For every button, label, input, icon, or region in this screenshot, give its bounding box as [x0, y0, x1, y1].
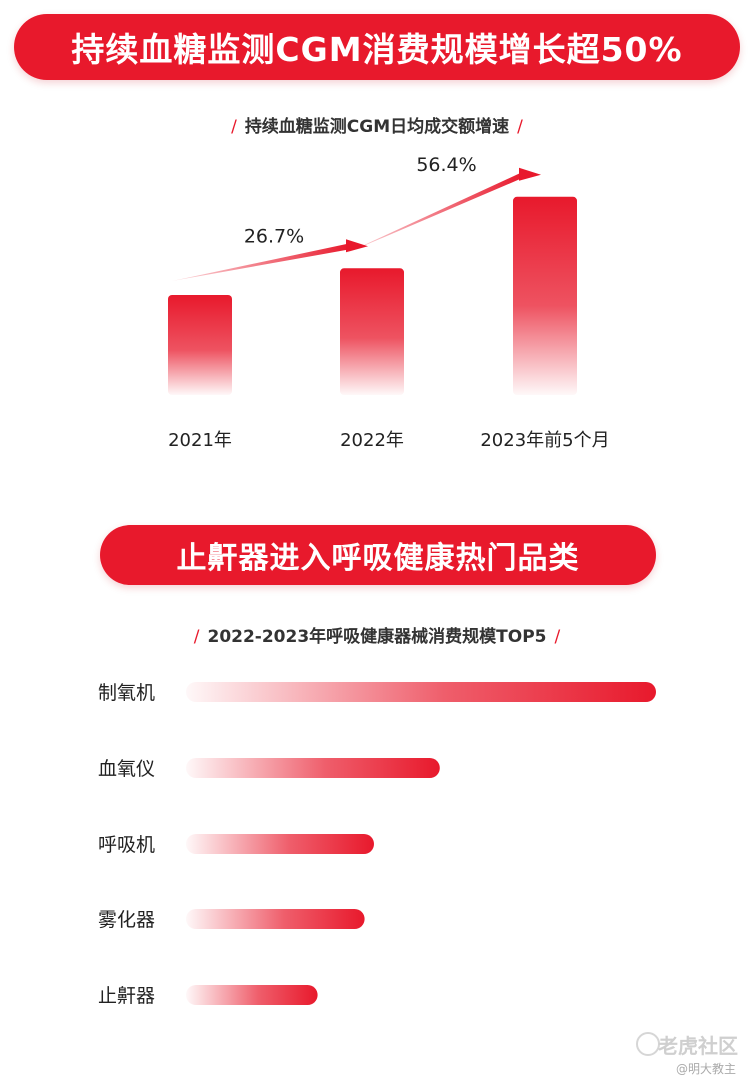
growth-label-0: 26.7%	[244, 225, 304, 247]
category-label-2: 呼吸机	[98, 834, 155, 856]
x-tick-label-1: 2022年	[340, 430, 404, 451]
growth-arrow-0	[172, 239, 368, 281]
growth-arrow-1	[344, 167, 541, 255]
watermark-author: @明大教主	[675, 1062, 736, 1076]
hbar-0	[186, 682, 656, 702]
hbar-1	[186, 758, 440, 778]
banner-title: 持续血糖监测CGM消费规模增长超50%	[71, 30, 683, 69]
bar-1	[340, 268, 404, 395]
growth-label-1: 56.4%	[416, 154, 476, 176]
category-label-4: 止鼾器	[98, 985, 155, 1007]
category-label-0: 制氧机	[98, 682, 155, 704]
growth-bar-chart: 2021年 2022年 2023年前5个月 26.7% 56.4%	[168, 154, 610, 451]
slash-decor-right-2: /	[554, 627, 561, 647]
chart-2-subtitle: / 2022-2023年呼吸健康器械消费规模TOP5 /	[0, 622, 754, 647]
category-label-1: 血氧仪	[98, 758, 155, 780]
x-tick-label-0: 2021年	[168, 430, 232, 451]
category-label-3: 雾化器	[98, 909, 155, 931]
section-banner: 止鼾器进入呼吸健康热门品类	[100, 525, 656, 585]
bar-2	[513, 196, 577, 395]
watermark: 老虎社区	[658, 1034, 738, 1058]
slash-decor-right: /	[517, 117, 523, 137]
header-banner: 持续血糖监测CGM消费规模增长超50%	[14, 14, 740, 80]
hbar-2	[186, 834, 374, 854]
hbar-4	[186, 985, 318, 1005]
hbar-3	[186, 909, 365, 929]
watermark-logo-icon	[636, 1032, 660, 1056]
x-tick-label-2: 2023年前5个月	[480, 430, 609, 451]
chart-1-subtitle: / 持续血糖监测CGM日均成交额增速 /	[0, 112, 754, 137]
chart-2-title: 2022-2023年呼吸健康器械消费规模TOP5	[207, 627, 547, 647]
bar-0	[168, 295, 232, 395]
slash-decor-left: /	[231, 117, 237, 137]
chart-1-title: 持续血糖监测CGM日均成交额增速	[244, 117, 510, 137]
slash-decor-left-2: /	[193, 627, 200, 647]
banner-title-2: 止鼾器进入呼吸健康热门品类	[176, 541, 580, 576]
